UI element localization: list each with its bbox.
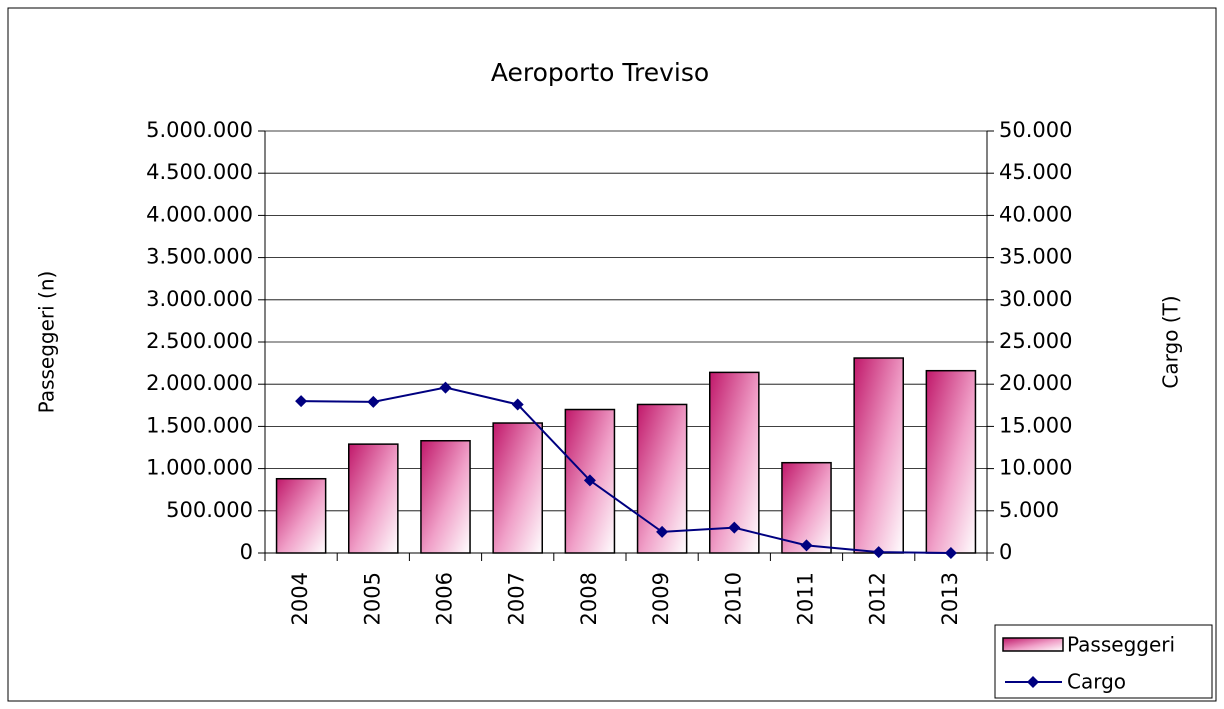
y2-tick-label: 0 [999,540,1012,564]
bar [348,443,399,554]
legend-marker [1027,676,1039,688]
bar [853,357,904,554]
chart-border [7,7,1217,702]
x-tick-label: 2011 [794,572,818,625]
marker [944,547,957,559]
marker [439,381,452,394]
y-tick-label: 2.000.000 [146,371,253,395]
y-tick-label: 1.500.000 [146,413,253,437]
marker [511,398,524,411]
y-axis-title: Passeggeri (n) [35,271,59,414]
bar [420,439,471,554]
chart-title: Aeroporto Treviso [491,58,709,87]
marker [800,539,813,552]
y2-tick-label: 45.000 [999,160,1072,184]
y-tick-label: 3.000.000 [146,287,253,311]
y-tick-label: 5.000.000 [146,118,253,142]
bar [492,422,543,554]
line [301,386,951,554]
y-tick-label: 1.000.000 [146,456,253,480]
x-tick-label: 2004 [288,572,312,625]
y-tick-label: 2.500.000 [146,329,253,353]
marker [728,521,741,534]
bar [781,461,832,554]
y2-tick-label: 30.000 [999,287,1072,311]
legend-swatch [1002,637,1064,652]
y-tick-label: 4.000.000 [146,202,253,226]
x-tick-label: 2012 [866,572,890,625]
bar [925,369,977,554]
y2-tick-label: 10.000 [999,456,1072,480]
y-tick-label: 4.500.000 [146,160,253,184]
marker [872,546,885,559]
marker [367,395,380,408]
y2-tick-label: 35.000 [999,245,1072,269]
legend-label: Cargo [1067,670,1126,694]
x-tick-label: 2007 [505,572,529,625]
x-tick-label: 2009 [649,572,673,625]
y2-axis-title: Cargo (T) [1159,295,1183,388]
x-tick-label: 2013 [938,572,962,625]
y2-tick-label: 5.000 [999,498,1059,522]
x-tick-label: 2006 [433,572,457,625]
marker [583,474,596,487]
y2-tick-label: 40.000 [999,202,1072,226]
y2-tick-label: 25.000 [999,329,1072,353]
legend-label: Passeggeri [1067,633,1175,657]
x-tick-label: 2005 [360,572,384,625]
y2-tick-label: 50.000 [999,118,1072,142]
y2-tick-label: 15.000 [999,413,1072,437]
marker [295,395,308,408]
x-tick-label: 2010 [721,572,745,625]
y-tick-label: 0 [240,540,253,564]
x-tick-label: 2008 [577,572,601,625]
marker [656,525,669,538]
y2-tick-label: 20.000 [999,371,1072,395]
y-tick-label: 500.000 [166,498,253,522]
y-tick-label: 3.500.000 [146,245,253,269]
bar [275,477,327,554]
